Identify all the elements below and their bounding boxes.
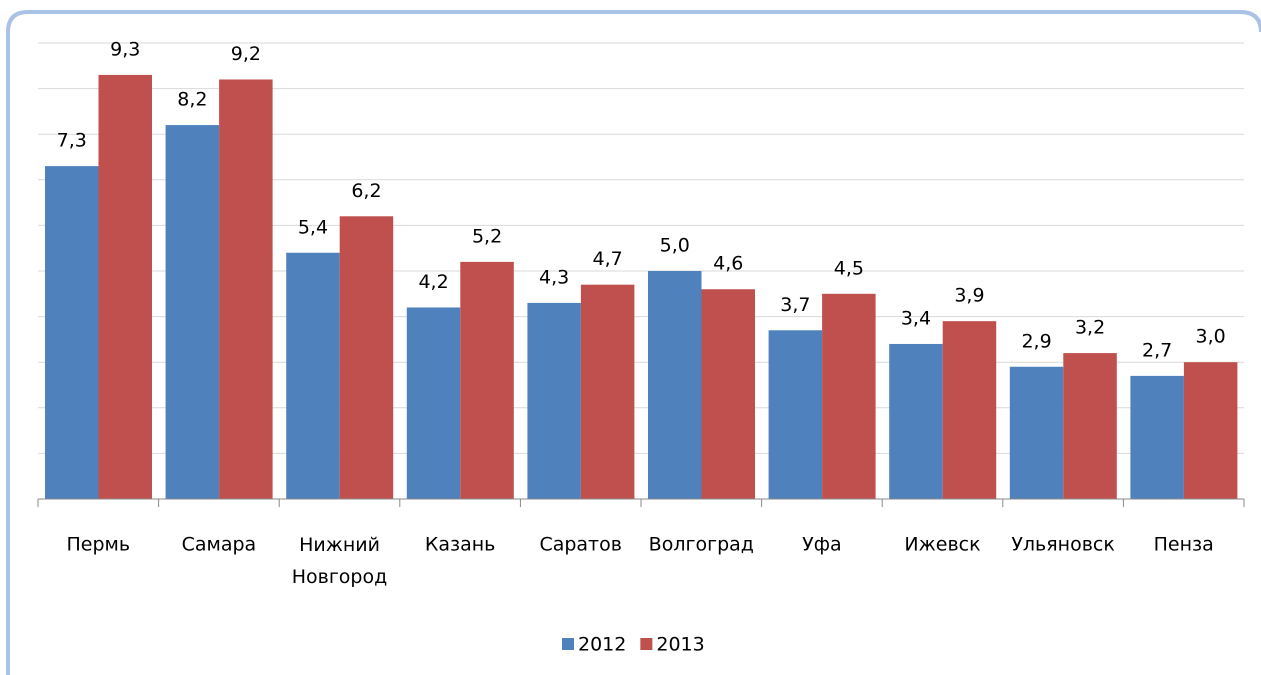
- value-label: 6,2: [351, 180, 381, 202]
- x-tick-label: Нижний Новгород: [292, 534, 388, 588]
- legend-label: 2013: [656, 634, 704, 656]
- value-label: 5,4: [298, 216, 328, 238]
- value-label: 5,0: [660, 235, 690, 257]
- x-tick-label: Волгоград: [649, 534, 754, 556]
- x-tick-label: Казань: [425, 534, 496, 556]
- x-tick-label: Пенза: [1154, 534, 1214, 556]
- value-label: 4,3: [539, 266, 569, 288]
- bar: [942, 321, 997, 499]
- bar: [98, 74, 152, 500]
- value-label: 5,2: [472, 225, 502, 247]
- value-label: 7,3: [57, 130, 87, 152]
- value-label: 3,4: [901, 307, 931, 329]
- x-tick-label: Ульяновск: [1011, 534, 1115, 556]
- bar: [406, 307, 461, 499]
- frame: [6, 10, 1261, 675]
- bar: [219, 79, 273, 499]
- bar: [460, 261, 514, 499]
- bar: [580, 284, 635, 499]
- value-label: 2,9: [1021, 330, 1051, 352]
- bar: [1063, 353, 1117, 499]
- x-tick-label: Самара: [182, 534, 257, 556]
- value-label: 4,6: [713, 253, 743, 275]
- bar: [822, 293, 876, 499]
- legend-swatch: [640, 638, 653, 650]
- bar: [45, 166, 99, 499]
- bar: [648, 271, 702, 499]
- bar: [1009, 366, 1064, 499]
- x-tick-label: Саратов: [539, 534, 622, 556]
- value-label: 8,2: [177, 89, 207, 111]
- bar: [339, 216, 394, 499]
- value-label: 4,2: [418, 271, 448, 293]
- bar: [1183, 362, 1238, 499]
- legend-label: 2012: [578, 634, 626, 656]
- value-label: 4,5: [834, 257, 864, 279]
- bar: [165, 125, 220, 499]
- value-label: 2,7: [1142, 339, 1172, 361]
- x-tick-label: Ижевск: [904, 534, 980, 556]
- value-label: 3,7: [780, 294, 810, 316]
- value-label: 9,2: [231, 43, 261, 65]
- value-label: 9,3: [110, 38, 140, 60]
- bar: [286, 252, 340, 499]
- legend-swatch: [562, 638, 574, 650]
- value-label: 3,2: [1075, 317, 1105, 339]
- bar: [889, 343, 943, 499]
- value-label: 4,7: [593, 248, 623, 270]
- value-label: 3,0: [1196, 326, 1226, 348]
- bar: [701, 289, 755, 499]
- value-label: 3,9: [954, 285, 984, 307]
- x-tick-label: Уфа: [802, 534, 841, 556]
- bar: [768, 330, 823, 499]
- bar: [527, 302, 581, 499]
- x-tick-label: Пермь: [67, 534, 131, 556]
- bar: [1130, 375, 1184, 499]
